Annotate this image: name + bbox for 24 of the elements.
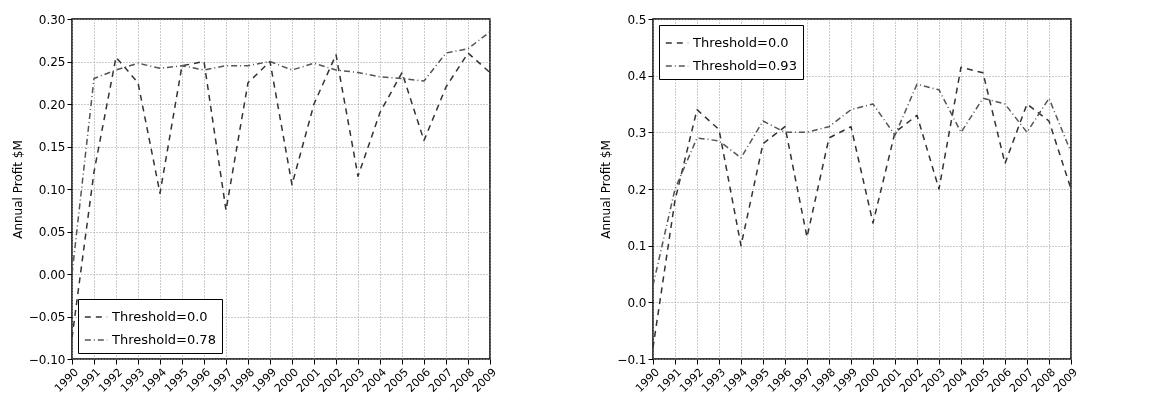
y-tick-label: −0.1	[617, 352, 647, 367]
legend-label: Threshold=0.93	[692, 58, 797, 73]
y-tick-label: 0.1	[627, 239, 647, 254]
legend-label: Threshold=0.0	[692, 35, 789, 50]
y-tick-label: 0.2	[627, 182, 647, 197]
legend-label: Threshold=0.78	[111, 332, 216, 347]
y-tick-label: 0.15	[38, 140, 66, 154]
y-axis-title: Annual Profit $M	[10, 140, 25, 239]
y-tick-label: −0.10	[28, 352, 66, 367]
y-tick-label: 0.05	[38, 225, 66, 239]
y-tick-label: 0.3	[627, 125, 647, 140]
y-tick-label: 0.00	[38, 267, 66, 282]
line-series	[652, 83, 1072, 287]
y-tick-label: 0.30	[38, 12, 66, 27]
y-tick-label: −0.05	[28, 310, 66, 324]
y-tick-label: 0.25	[38, 55, 66, 69]
y-tick-label: 0.4	[627, 69, 647, 84]
y-tick-label: 0.10	[38, 182, 66, 197]
y-tick-label: 0.20	[38, 97, 66, 112]
y-axis-title: Annual Profit $M	[599, 140, 614, 239]
y-tick-label: 0.5	[627, 12, 647, 27]
line-series	[71, 31, 491, 275]
legend-label: Threshold=0.0	[111, 309, 208, 324]
y-tick-label: 0.0	[627, 295, 647, 310]
